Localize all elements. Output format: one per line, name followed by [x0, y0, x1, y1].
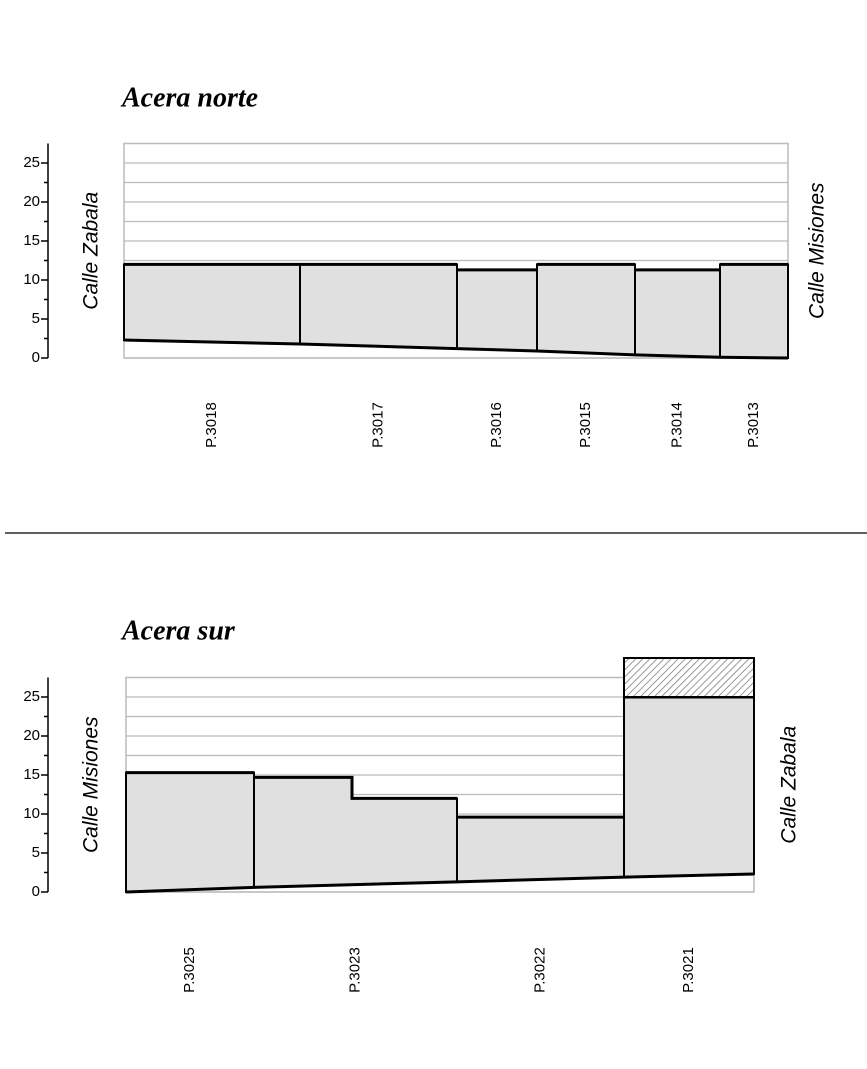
y-tick-label: 15: [23, 766, 40, 783]
ground-line: [125, 885, 255, 894]
building-label: P.3025: [181, 947, 198, 993]
hatched-volume: [623, 657, 755, 698]
ground-line: [536, 349, 636, 357]
left-street-label: Calle Misiones: [80, 716, 103, 853]
y-tick-label: 20: [23, 193, 40, 210]
building-label: P.3021: [680, 947, 697, 993]
building: [623, 696, 755, 879]
ground-line: [719, 355, 789, 360]
building: [719, 263, 789, 360]
building-label: P.3014: [668, 402, 685, 448]
right-street-label: Calle Misiones: [806, 182, 829, 319]
building: [634, 268, 721, 359]
building: [299, 263, 458, 350]
ground-line: [456, 875, 625, 884]
y-tick-label: 20: [23, 727, 40, 744]
ground-line: [634, 353, 721, 359]
y-tick-label: 5: [32, 844, 40, 861]
y-tick-label: 15: [23, 232, 40, 249]
building-label: P.3013: [745, 402, 762, 448]
y-tick-label: 25: [23, 154, 40, 171]
building: [123, 263, 301, 345]
building: [125, 771, 255, 894]
chart-title: Acera sur: [120, 615, 236, 646]
y-tick-label: 0: [32, 883, 40, 900]
chart-title: Acera norte: [120, 82, 258, 113]
ground-line: [253, 880, 458, 889]
building-label: P.3016: [488, 402, 505, 448]
building-label: P.3018: [203, 402, 220, 448]
building-roof: [254, 775, 457, 800]
y-tick-label: 25: [23, 688, 40, 705]
building-label: P.3017: [369, 402, 386, 448]
y-tick-label: 5: [32, 310, 40, 327]
y-tick-label: 10: [23, 271, 40, 288]
building-label: P.3015: [577, 402, 594, 448]
ground-line: [623, 872, 755, 879]
building-label: P.3022: [531, 947, 548, 993]
ground-line: [456, 347, 538, 353]
right-street-label: Calle Zabala: [778, 726, 801, 844]
building: [456, 816, 625, 883]
building-label: P.3023: [346, 947, 363, 993]
y-tick-label: 10: [23, 805, 40, 822]
ground-line: [123, 338, 301, 346]
building: [536, 263, 636, 356]
ground-line: [299, 342, 458, 351]
building: [456, 268, 538, 353]
y-tick-label: 0: [32, 349, 40, 366]
left-street-label: Calle Zabala: [80, 192, 103, 310]
